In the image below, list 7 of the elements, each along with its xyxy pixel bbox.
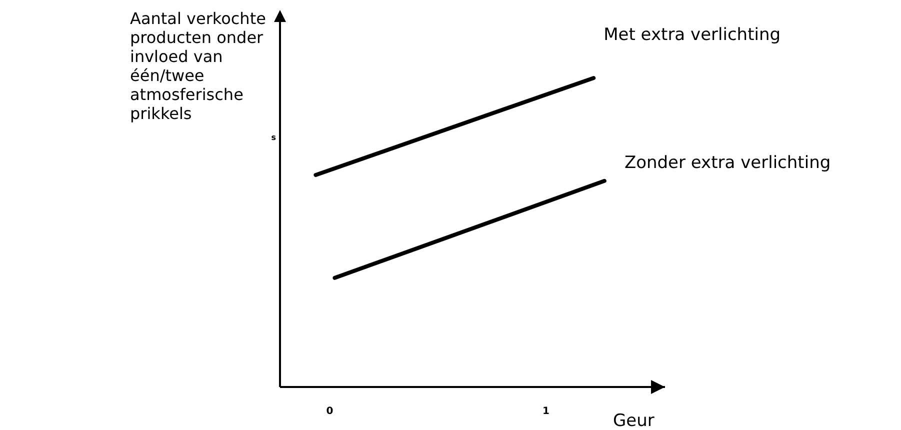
text: Met extra verlichting — [604, 25, 781, 45]
series-label: Zonder extra verlichting — [624, 152, 831, 173]
x-tick-label: 0 — [326, 406, 334, 417]
y-axis-title: Aantal verkochte producten onder invloed van één/twee atmosferische prikkels — [130, 9, 266, 123]
x-tick-label: 1 — [542, 406, 550, 417]
text: s — [271, 133, 276, 142]
x-axis-title: Geur — [613, 411, 654, 430]
